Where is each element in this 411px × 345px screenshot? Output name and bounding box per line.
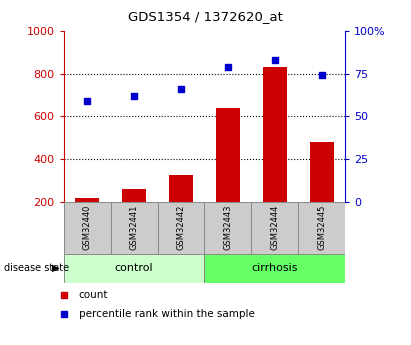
Text: GSM32443: GSM32443: [224, 205, 233, 250]
FancyBboxPatch shape: [64, 254, 205, 283]
Text: GSM32442: GSM32442: [176, 205, 185, 250]
Bar: [216, 108, 240, 202]
Bar: [310, 142, 333, 202]
FancyBboxPatch shape: [298, 202, 345, 254]
Bar: [76, 198, 99, 202]
Point: [319, 73, 325, 78]
FancyBboxPatch shape: [111, 202, 157, 254]
Point: [61, 312, 67, 317]
FancyBboxPatch shape: [205, 254, 345, 283]
Text: cirrhosis: cirrhosis: [252, 263, 298, 273]
Point: [61, 293, 67, 298]
Point: [131, 93, 137, 99]
FancyBboxPatch shape: [205, 202, 252, 254]
Text: GSM32440: GSM32440: [83, 205, 92, 250]
Bar: [263, 67, 286, 202]
Text: GSM32444: GSM32444: [270, 205, 279, 250]
Text: GSM32441: GSM32441: [129, 205, 139, 250]
Point: [272, 57, 278, 63]
FancyBboxPatch shape: [252, 202, 298, 254]
Text: percentile rank within the sample: percentile rank within the sample: [79, 309, 254, 319]
Text: ▶: ▶: [52, 263, 59, 273]
Bar: [122, 189, 146, 202]
Text: GSM32445: GSM32445: [317, 205, 326, 250]
Text: count: count: [79, 290, 108, 300]
Text: control: control: [115, 263, 153, 273]
Text: GDS1354 / 1372620_at: GDS1354 / 1372620_at: [128, 10, 283, 23]
Text: disease state: disease state: [4, 263, 69, 273]
Bar: [169, 175, 193, 202]
FancyBboxPatch shape: [157, 202, 205, 254]
Point: [84, 98, 90, 104]
Point: [178, 86, 184, 92]
Point: [225, 64, 231, 70]
FancyBboxPatch shape: [64, 202, 111, 254]
